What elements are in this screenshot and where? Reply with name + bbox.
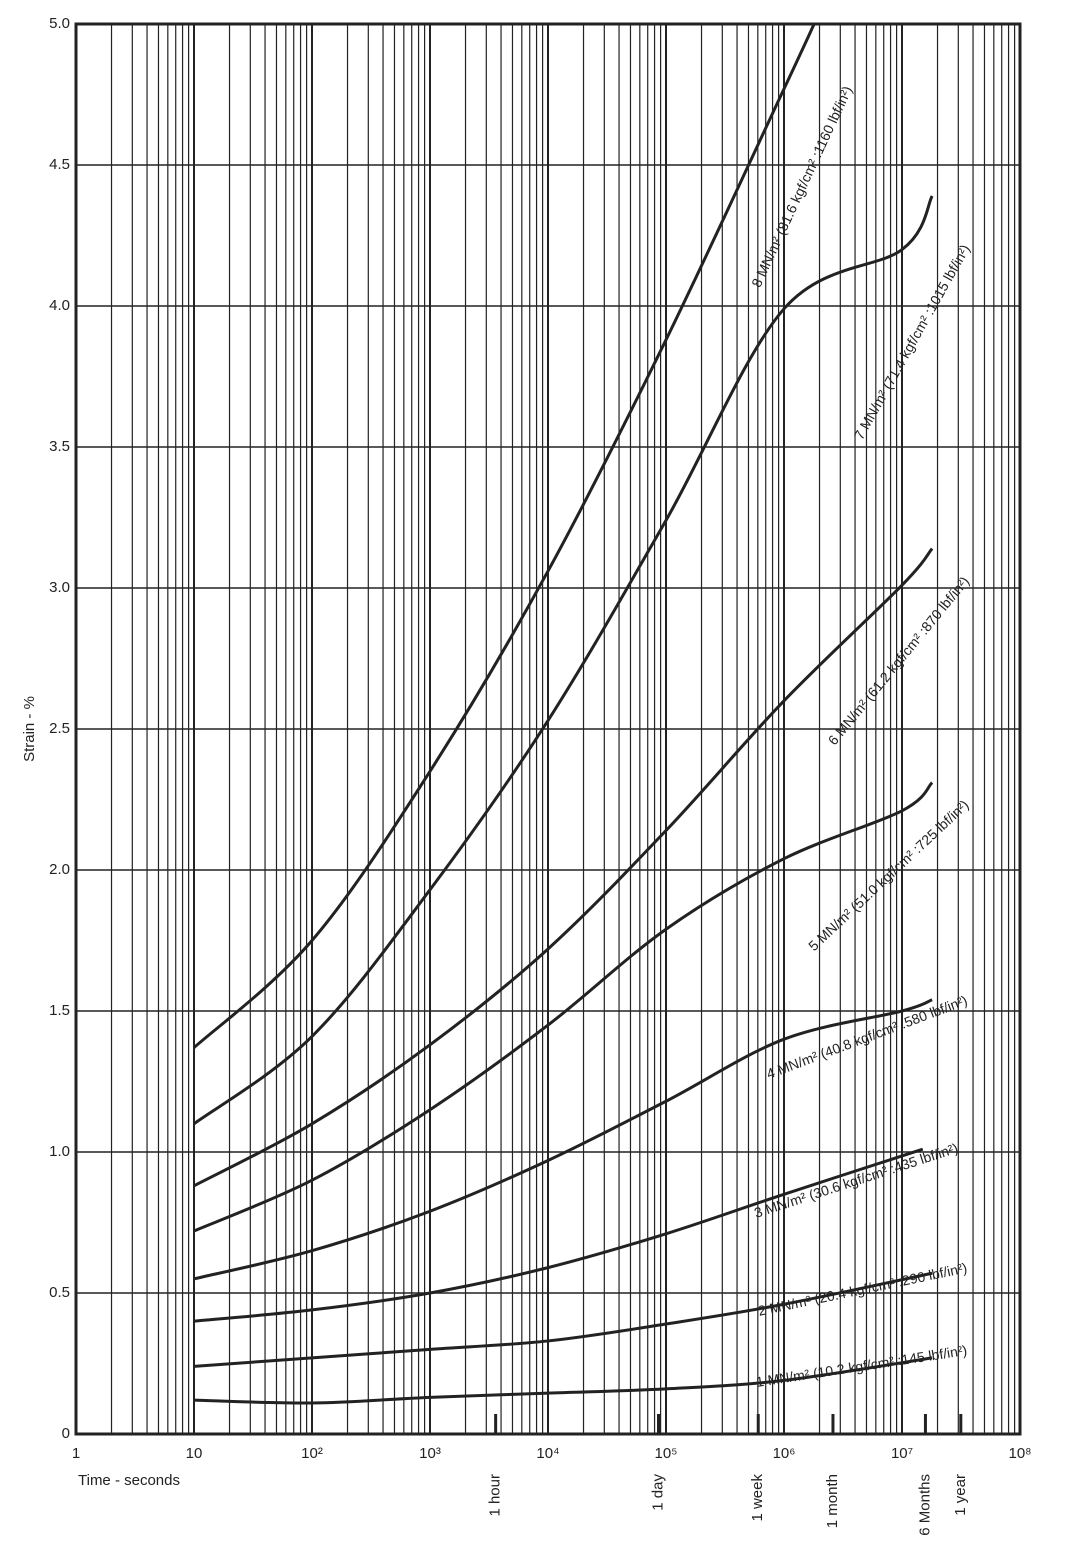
x-tick-label: 10⁶ (773, 1445, 796, 1462)
curve (193, 1356, 933, 1405)
curve (193, 195, 934, 1126)
x-tick-label: 10⁴ (536, 1445, 559, 1462)
curve (193, 1147, 924, 1323)
x-tick-label: 10 (186, 1445, 203, 1462)
y-tick-label: 5.0 (49, 15, 70, 32)
curve (193, 1271, 933, 1368)
x-tick-label: 10⁵ (655, 1445, 678, 1462)
x-tick-label: 1 (72, 1445, 80, 1462)
annotation-label: 1 hour (487, 1474, 504, 1517)
y-tick-label: 3.0 (49, 579, 70, 596)
x-tick-label: 10⁷ (891, 1445, 913, 1462)
annotation-label: 1 year (952, 1474, 969, 1516)
plot-frame (74, 22, 1022, 1436)
curve-label: 1 MN/m² (10.2 kgf/cm² :145 lbf/in²) (755, 1342, 968, 1390)
y-tick-label: 4.5 (49, 156, 70, 173)
y-tick-label: 0 (62, 1425, 70, 1442)
curve-label: 8 MN/m² (81.6 kgf/cm² :1160 lbf/in²) (748, 83, 855, 289)
y-tick-label: 1.5 (49, 1002, 70, 1019)
curve (193, 781, 934, 1233)
annotation-label: 6 Months (916, 1474, 933, 1536)
x-axis-label: Time - seconds (78, 1472, 180, 1489)
x-tick-label: 10³ (419, 1445, 441, 1462)
curve-label: 2 MN/m² (20.4 kgf/cm² :290 lbf/in²) (757, 1259, 969, 1318)
y-tick-label: 4.0 (49, 297, 70, 314)
y-tick-label: 2.0 (49, 861, 70, 878)
annotation-label: 1 day (649, 1474, 666, 1511)
curve (192, 23, 816, 1049)
curve (193, 547, 934, 1188)
curve-label: 5 MN/m² (51.0 kgf/cm² :725 lbf/in²) (805, 797, 972, 954)
curve (193, 998, 933, 1281)
y-tick-label: 1.0 (49, 1143, 70, 1160)
y-axis-label: Strain - % (21, 696, 38, 762)
y-tick-label: 2.5 (49, 720, 70, 737)
curve-label: 6 MN/m² (61.2 kgf/cm² :870 lbf/in²) (825, 573, 973, 748)
x-tick-label: 10² (301, 1445, 323, 1462)
y-tick-label: 0.5 (49, 1284, 70, 1301)
y-tick-label: 3.5 (49, 438, 70, 455)
annotation-label: 1 month (824, 1474, 841, 1528)
x-tick-label: 10⁸ (1008, 1445, 1031, 1462)
annotation-label: 1 week (749, 1474, 766, 1522)
curve-label: 7 MN/m² (71.4 kgf/cm² :1015 lbf/in²) (851, 242, 973, 442)
